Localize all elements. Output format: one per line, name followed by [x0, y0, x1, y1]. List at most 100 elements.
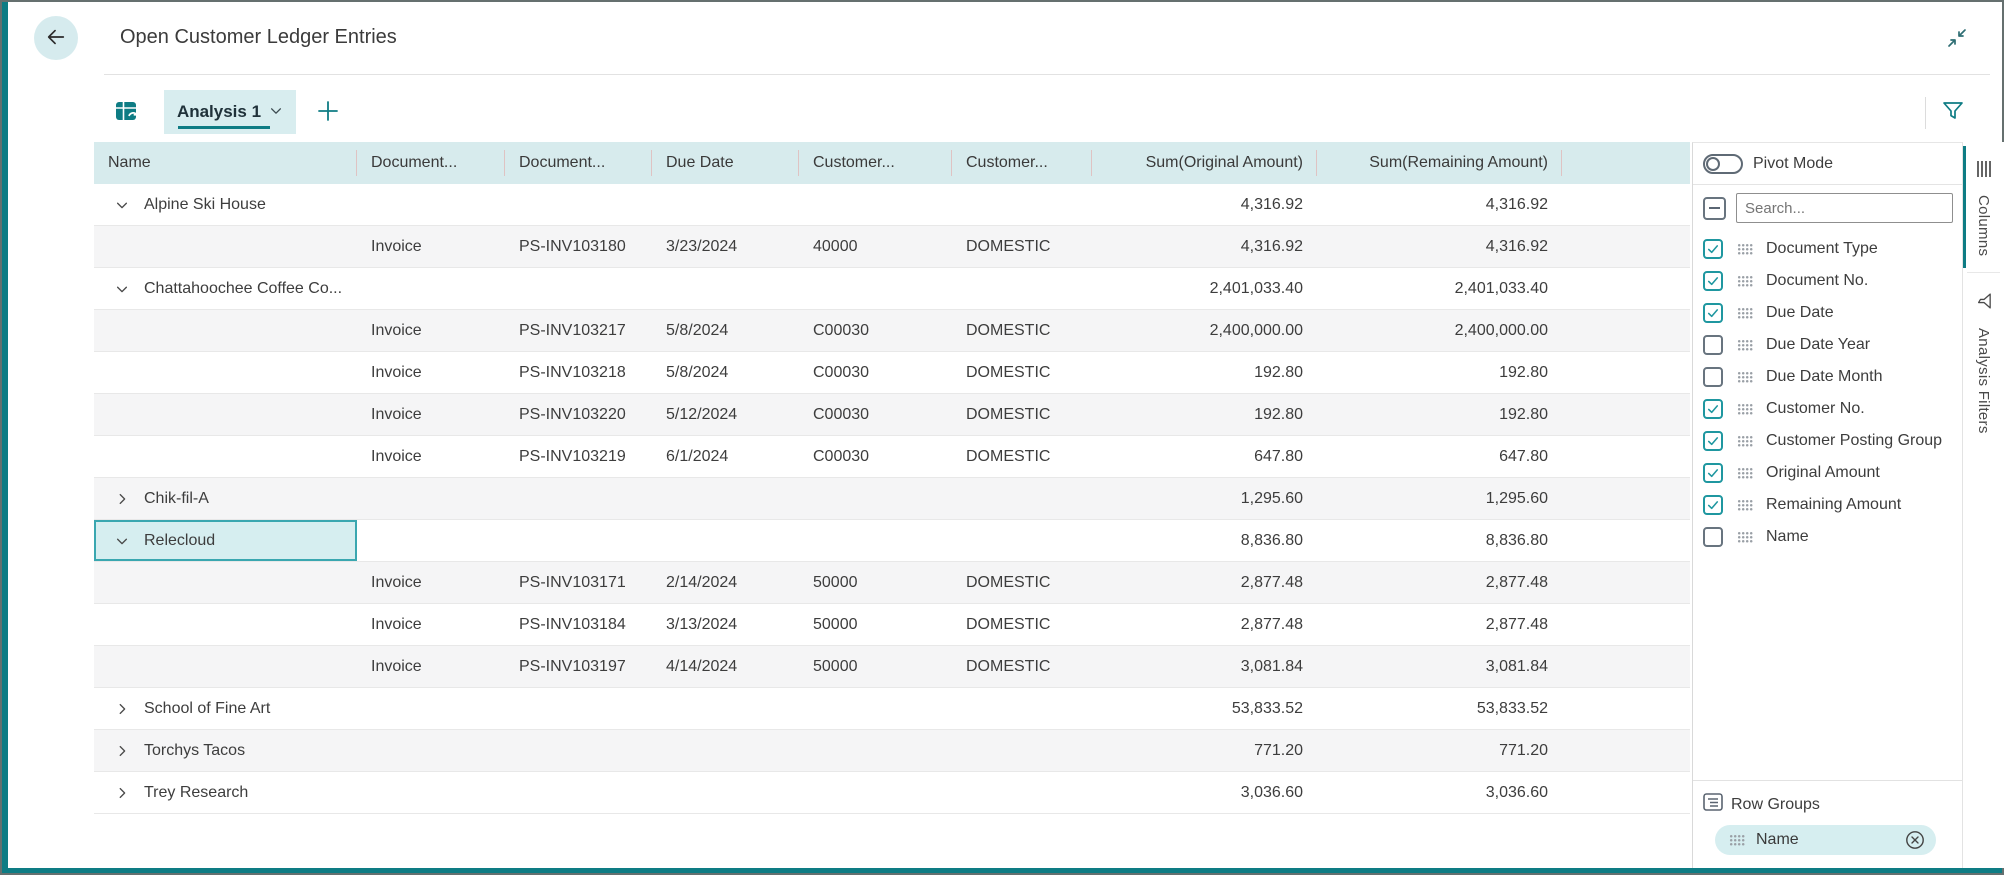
- cell-name[interactable]: [94, 394, 357, 435]
- cell-name[interactable]: Trey Research: [94, 772, 357, 813]
- cell-document-type[interactable]: Invoice: [371, 657, 422, 675]
- field-item[interactable]: Due Date Month: [1693, 361, 1962, 393]
- cell-sum-original-amount[interactable]: 2,877.48: [1240, 573, 1303, 591]
- cell-sum-original-amount[interactable]: 53,833.52: [1231, 699, 1303, 717]
- drag-handle-icon[interactable]: [1737, 403, 1754, 416]
- field-item[interactable]: Due Date: [1693, 297, 1962, 329]
- group-row[interactable]: Chattahoochee Coffee Co... 2,401,033.40 2,…: [94, 268, 1690, 310]
- cell-customer-no[interactable]: C00030: [813, 447, 870, 465]
- cell-document-no[interactable]: PS-INV103180: [519, 237, 626, 255]
- field-checkbox[interactable]: [1703, 495, 1723, 515]
- cell-due-date[interactable]: 5/12/2024: [666, 405, 738, 423]
- cell-sum-original-amount[interactable]: 3,036.60: [1240, 783, 1303, 801]
- filter-button[interactable]: [1938, 97, 1968, 127]
- cell-name[interactable]: School of Fine Art: [94, 688, 357, 729]
- cell-sum-remaining-amount[interactable]: 3,036.60: [1485, 783, 1548, 801]
- cell-customer-posting-group[interactable]: DOMESTIC: [966, 573, 1051, 591]
- cell-document-type[interactable]: Invoice: [371, 363, 422, 381]
- cell-due-date[interactable]: [652, 184, 799, 225]
- field-item[interactable]: Name: [1693, 521, 1962, 553]
- cell-customer-posting-group[interactable]: [952, 688, 1092, 729]
- drag-handle-icon[interactable]: [1737, 467, 1754, 480]
- cell-sum-remaining-amount[interactable]: 647.80: [1499, 447, 1548, 465]
- cell-customer-no[interactable]: C00030: [813, 321, 870, 339]
- group-row[interactable]: Relecloud 8,836.80 8,836.80: [94, 520, 1690, 562]
- cell-sum-remaining-amount[interactable]: 53,833.52: [1476, 699, 1548, 717]
- cell-sum-remaining-amount[interactable]: 1,295.60: [1485, 489, 1548, 507]
- cell-document-type[interactable]: [357, 520, 505, 561]
- cell-document-no[interactable]: [505, 184, 652, 225]
- cell-due-date[interactable]: 6/1/2024: [666, 447, 729, 465]
- cell-document-no[interactable]: [505, 478, 652, 519]
- cell-customer-no[interactable]: C00030: [813, 363, 870, 381]
- drag-handle-icon[interactable]: [1737, 307, 1754, 320]
- group-row[interactable]: Trey Research 3,036.60 3,036.60: [94, 772, 1690, 814]
- cell-customer-no[interactable]: [799, 478, 952, 519]
- field-item[interactable]: Remaining Amount: [1693, 489, 1962, 521]
- cell-name[interactable]: [94, 604, 357, 645]
- column-header-due-date[interactable]: Due Date: [652, 142, 799, 184]
- cell-sum-remaining-amount[interactable]: 8,836.80: [1485, 531, 1548, 549]
- cell-customer-posting-group[interactable]: [952, 520, 1092, 561]
- drag-handle-icon[interactable]: [1737, 371, 1754, 384]
- cell-due-date[interactable]: 3/23/2024: [666, 237, 738, 255]
- field-checkbox[interactable]: [1703, 399, 1723, 419]
- cell-sum-original-amount[interactable]: 8,836.80: [1240, 531, 1303, 549]
- cell-sum-original-amount[interactable]: 2,401,033.40: [1209, 279, 1303, 297]
- cell-document-type[interactable]: Invoice: [371, 237, 422, 255]
- cell-document-type[interactable]: [357, 688, 505, 729]
- cell-document-no[interactable]: PS-INV103220: [519, 405, 626, 423]
- cell-document-type[interactable]: Invoice: [371, 447, 422, 465]
- tab-analysis-filters[interactable]: Analysis Filters: [1963, 273, 2004, 450]
- field-item[interactable]: Original Amount: [1693, 457, 1962, 489]
- chevron-right-icon[interactable]: [112, 489, 132, 509]
- cell-name[interactable]: [94, 310, 357, 351]
- chevron-right-icon[interactable]: [112, 741, 132, 761]
- cell-document-type[interactable]: [357, 268, 505, 309]
- cell-due-date[interactable]: [652, 478, 799, 519]
- cell-document-no[interactable]: [505, 268, 652, 309]
- detail-row[interactable]: Invoice PS-INV103217 5/8/2024 C00030 DOMESTI…: [94, 310, 1690, 352]
- cell-customer-no[interactable]: 50000: [813, 615, 858, 633]
- cell-name[interactable]: [94, 436, 357, 477]
- detail-row[interactable]: Invoice PS-INV103197 4/14/2024 50000 DOMESTI…: [94, 646, 1690, 688]
- cell-due-date[interactable]: [652, 772, 799, 813]
- cell-customer-no[interactable]: 40000: [813, 237, 858, 255]
- column-header-sum-original-amount[interactable]: Sum(Original Amount): [1092, 142, 1317, 184]
- cell-due-date[interactable]: 4/14/2024: [666, 657, 738, 675]
- column-header-customer-posting-group[interactable]: Customer...: [952, 142, 1092, 184]
- field-item[interactable]: Document Type: [1693, 233, 1962, 265]
- field-checkbox[interactable]: [1703, 239, 1723, 259]
- cell-due-date[interactable]: [652, 268, 799, 309]
- cell-customer-no[interactable]: [799, 688, 952, 729]
- cell-sum-remaining-amount[interactable]: 2,400,000.00: [1454, 321, 1548, 339]
- cell-sum-remaining-amount[interactable]: 2,877.48: [1485, 573, 1548, 591]
- group-row[interactable]: Torchys Tacos 771.20 771.20: [94, 730, 1690, 772]
- cell-customer-no[interactable]: 50000: [813, 573, 858, 591]
- cell-name[interactable]: [94, 226, 357, 267]
- row-group-pill[interactable]: Name: [1715, 825, 1936, 855]
- select-all-checkbox[interactable]: [1703, 196, 1726, 220]
- cell-due-date[interactable]: 2/14/2024: [666, 573, 738, 591]
- cell-customer-posting-group[interactable]: [952, 268, 1092, 309]
- cell-document-type[interactable]: [357, 184, 505, 225]
- chevron-down-icon[interactable]: [112, 195, 132, 215]
- cell-sum-remaining-amount[interactable]: 2,401,033.40: [1454, 279, 1548, 297]
- cell-customer-posting-group[interactable]: DOMESTIC: [966, 405, 1051, 423]
- cell-sum-original-amount[interactable]: 2,400,000.00: [1209, 321, 1303, 339]
- cell-sum-original-amount[interactable]: 1,295.60: [1240, 489, 1303, 507]
- field-checkbox[interactable]: [1703, 527, 1723, 547]
- cell-sum-original-amount[interactable]: 192.80: [1254, 363, 1303, 381]
- cell-customer-no[interactable]: 50000: [813, 657, 858, 675]
- field-item[interactable]: Document No.: [1693, 265, 1962, 297]
- tab-columns[interactable]: Columns: [1963, 142, 2004, 272]
- remove-row-group-icon[interactable]: [1904, 829, 1926, 851]
- field-checkbox[interactable]: [1703, 431, 1723, 451]
- cell-name[interactable]: Relecloud: [94, 520, 357, 561]
- cell-name[interactable]: [94, 562, 357, 603]
- cell-name[interactable]: Alpine Ski House: [94, 184, 357, 225]
- cell-customer-no[interactable]: [799, 730, 952, 771]
- cell-sum-original-amount[interactable]: 192.80: [1254, 405, 1303, 423]
- add-analysis-tab-button[interactable]: [314, 98, 342, 126]
- drag-handle-icon[interactable]: [1737, 339, 1754, 352]
